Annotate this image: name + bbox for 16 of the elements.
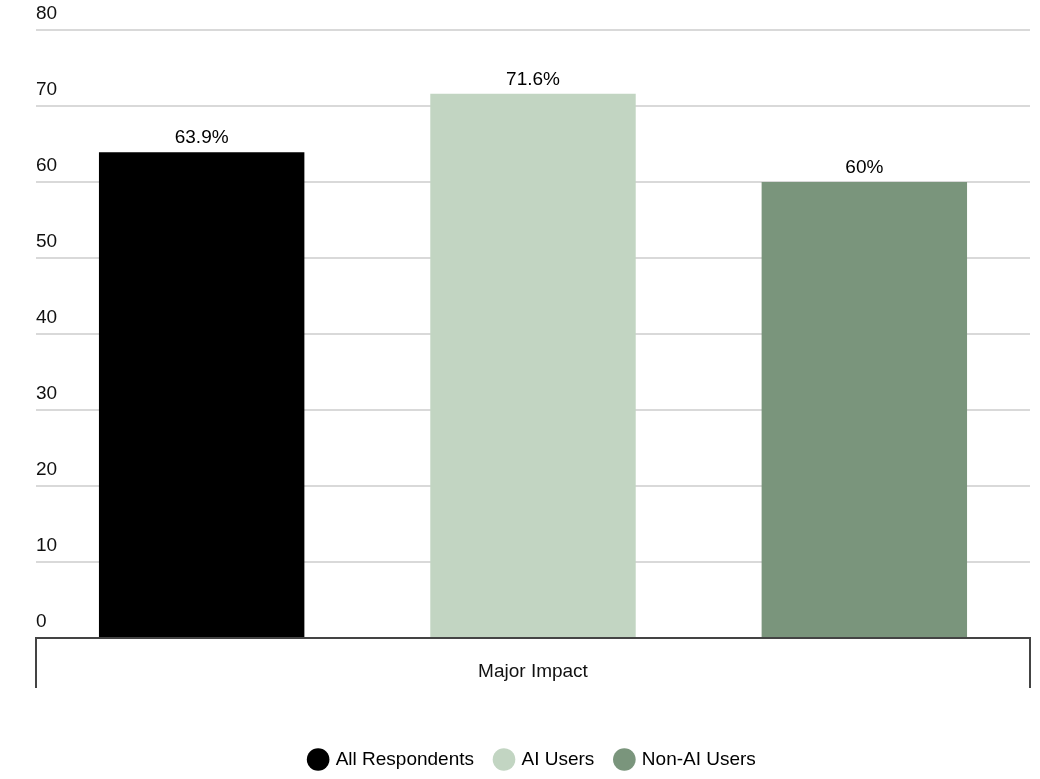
y-tick-label: 20 bbox=[36, 458, 58, 480]
data-label: 71.6% bbox=[506, 67, 561, 89]
x-tick-label: Major Impact bbox=[478, 659, 589, 681]
y-tick-label: 50 bbox=[36, 230, 58, 252]
y-tick-label: 40 bbox=[36, 306, 58, 328]
legend-label: All Respondents bbox=[335, 747, 475, 769]
y-tick-label: 70 bbox=[36, 78, 58, 100]
legend-label: Non-AI Users bbox=[641, 747, 756, 769]
y-tick-label: 80 bbox=[36, 2, 58, 24]
y-tick-label: 60 bbox=[36, 154, 58, 176]
y-tick-label: 0 bbox=[36, 610, 47, 632]
y-tick-label: 10 bbox=[36, 534, 58, 556]
data-label: 63.9% bbox=[174, 126, 229, 148]
data-label: 60% bbox=[845, 155, 884, 177]
legend-label: AI Users bbox=[521, 747, 595, 769]
y-tick-label: 30 bbox=[36, 382, 58, 404]
